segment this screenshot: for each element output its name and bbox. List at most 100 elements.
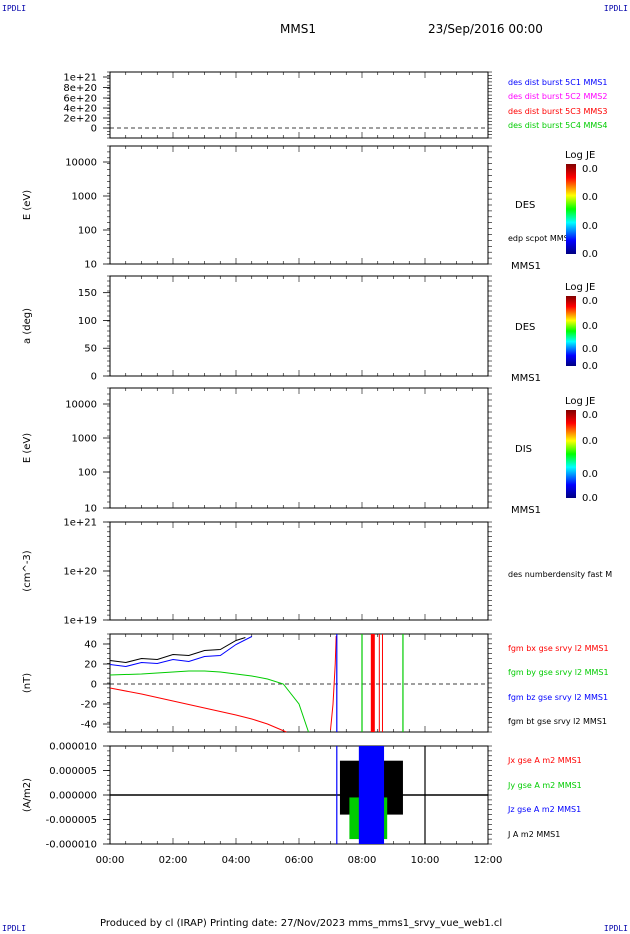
legend-entry: fgm bt gse srvy l2 MMS1 [508, 717, 607, 726]
panel-frame-5 [109, 633, 489, 733]
y-tick-label: 150 [78, 288, 97, 299]
colorbar [566, 164, 576, 254]
corner-label-top-right: IPDLI [603, 4, 628, 13]
y-tick-label: 1e+20 [63, 567, 97, 578]
legend-entry: fgm bz gse srvy l2 MMS1 [508, 693, 608, 702]
bfield-series-line [109, 637, 246, 664]
y-tick-label: 6e+20 [63, 94, 97, 105]
y-tick-label: 10 [84, 504, 97, 515]
panel-bottom-label: MMS1 [511, 373, 541, 384]
corner-label-bottom-right: IPDLI [603, 924, 628, 933]
bfield-bx-recovery [330, 635, 337, 731]
y-tick-label: 0.000010 [49, 742, 97, 753]
colorbar-tick-label: 0.0 [582, 361, 598, 372]
colorbar [566, 296, 576, 366]
legend-entry: fgm by gse srvy l2 MMS1 [508, 668, 609, 677]
y-tick-label: 8e+20 [63, 83, 97, 94]
y-tick-label: 40 [84, 640, 97, 651]
time-tick-label: 10:00 [411, 855, 440, 866]
panel-frame-1 [109, 145, 489, 265]
y-tick-label: 10000 [65, 158, 97, 169]
time-tick-label: 12:00 [474, 855, 503, 866]
y-tick-label: -0.000010 [46, 840, 97, 851]
y-axis-label: E (eV) [22, 190, 33, 220]
y-tick-label: 1e+19 [63, 616, 97, 627]
colorbar [566, 410, 576, 498]
time-tick-label: 06:00 [285, 855, 314, 866]
panel-bottom-label: MMS1 [511, 505, 541, 516]
panel-frame-4 [109, 521, 489, 621]
y-tick-label: 0.000005 [49, 766, 97, 777]
colorbar-tick-label: 0.0 [582, 321, 598, 332]
bfield-bx-burst [370, 634, 375, 732]
colorbar-tick-label: 0.0 [582, 344, 598, 355]
colorbar-tick-label: 0.0 [582, 164, 598, 175]
y-axis-label: E (eV) [22, 433, 33, 463]
y-tick-label: -40 [81, 720, 97, 731]
y-tick-label: 0.000000 [49, 791, 97, 802]
time-tick-label: 08:00 [348, 855, 377, 866]
header-datetime: 23/Sep/2016 00:00 [428, 22, 543, 36]
y-axis-label: (cm^-3) [22, 550, 33, 591]
legend-entry: des dist burst 5C3 MMS3 [508, 107, 607, 116]
y-tick-label: 0 [91, 680, 97, 691]
y-tick-label: 0 [91, 372, 97, 383]
colorbar-tick-label: 0.0 [582, 493, 598, 504]
y-axis-label: (A/m2) [22, 778, 33, 812]
y-tick-label: 100 [78, 226, 97, 237]
panel-frame-2 [109, 275, 489, 377]
corner-label-top-left: IPDLI [2, 4, 27, 13]
colorbar-tick-label: 0.0 [582, 469, 598, 480]
y-tick-label: 50 [84, 344, 97, 355]
y-axis-label: a (deg) [22, 308, 33, 344]
y-tick-label: 4e+20 [63, 104, 97, 115]
y-tick-label: 10 [84, 260, 97, 271]
y-tick-label: 1000 [72, 192, 97, 203]
y-tick-label: -0.000005 [46, 815, 97, 826]
panel-side-label: DES [515, 322, 535, 333]
current-jz-envelope [358, 746, 385, 844]
y-tick-label: 100 [78, 316, 97, 327]
panel-extra-label: edp scpot MMS1 [508, 234, 574, 243]
colorbar-tick-label: 0.0 [582, 296, 598, 307]
legend-entry: des dist burst 5C1 MMS1 [508, 78, 607, 87]
colorbar-tick-label: 0.0 [582, 436, 598, 447]
y-tick-label: -20 [81, 700, 97, 711]
legend-entry: Jx gse A m2 MMS1 [507, 756, 582, 765]
colorbar-tick-label: 0.0 [582, 192, 598, 203]
bfield-series-line [109, 670, 309, 733]
legend-entry: des numberdensity fast M [508, 570, 612, 579]
panel-side-label: DIS [515, 444, 532, 455]
panel-frame-3 [109, 387, 489, 509]
y-tick-label: 10000 [65, 400, 97, 411]
header-title: MMS1 [280, 22, 316, 36]
colorbar-title: Log JE [565, 396, 595, 407]
time-tick-label: 02:00 [159, 855, 188, 866]
y-tick-label: 100 [78, 468, 97, 479]
legend-entry: des dist burst 5C2 MMS2 [508, 92, 607, 101]
y-axis-label: (nT) [22, 673, 33, 693]
legend-entry: J A m2 MMS1 [507, 830, 560, 839]
colorbar-tick-label: 0.0 [582, 410, 598, 421]
panel-side-label: DES [515, 200, 535, 211]
y-tick-label: 20 [84, 660, 97, 671]
legend-entry: Jy gse A m2 MMS1 [507, 781, 582, 790]
legend-entry: des dist burst 5C4 MMS4 [508, 121, 607, 130]
corner-label-bottom-left: IPDLI [2, 924, 27, 933]
y-tick-label: 1e+21 [63, 518, 97, 529]
footer-text: Produced by cl (IRAP) Printing date: 27/… [100, 918, 503, 929]
bfield-series-line [109, 636, 253, 668]
panel-bottom-label: MMS1 [511, 261, 541, 272]
time-tick-label: 04:00 [222, 855, 251, 866]
y-tick-label: 1000 [72, 434, 97, 445]
colorbar-tick-label: 0.0 [582, 221, 598, 232]
legend-entry: fgm bx gse srvy l2 MMS1 [508, 644, 609, 653]
y-tick-label: 2e+20 [63, 114, 97, 125]
colorbar-title: Log JE [565, 150, 595, 161]
y-tick-label: 0 [91, 124, 97, 135]
colorbar-title: Log JE [565, 282, 595, 293]
colorbar-tick-label: 0.0 [582, 249, 598, 260]
time-tick-label: 00:00 [96, 855, 125, 866]
legend-entry: Jz gse A m2 MMS1 [507, 805, 581, 814]
